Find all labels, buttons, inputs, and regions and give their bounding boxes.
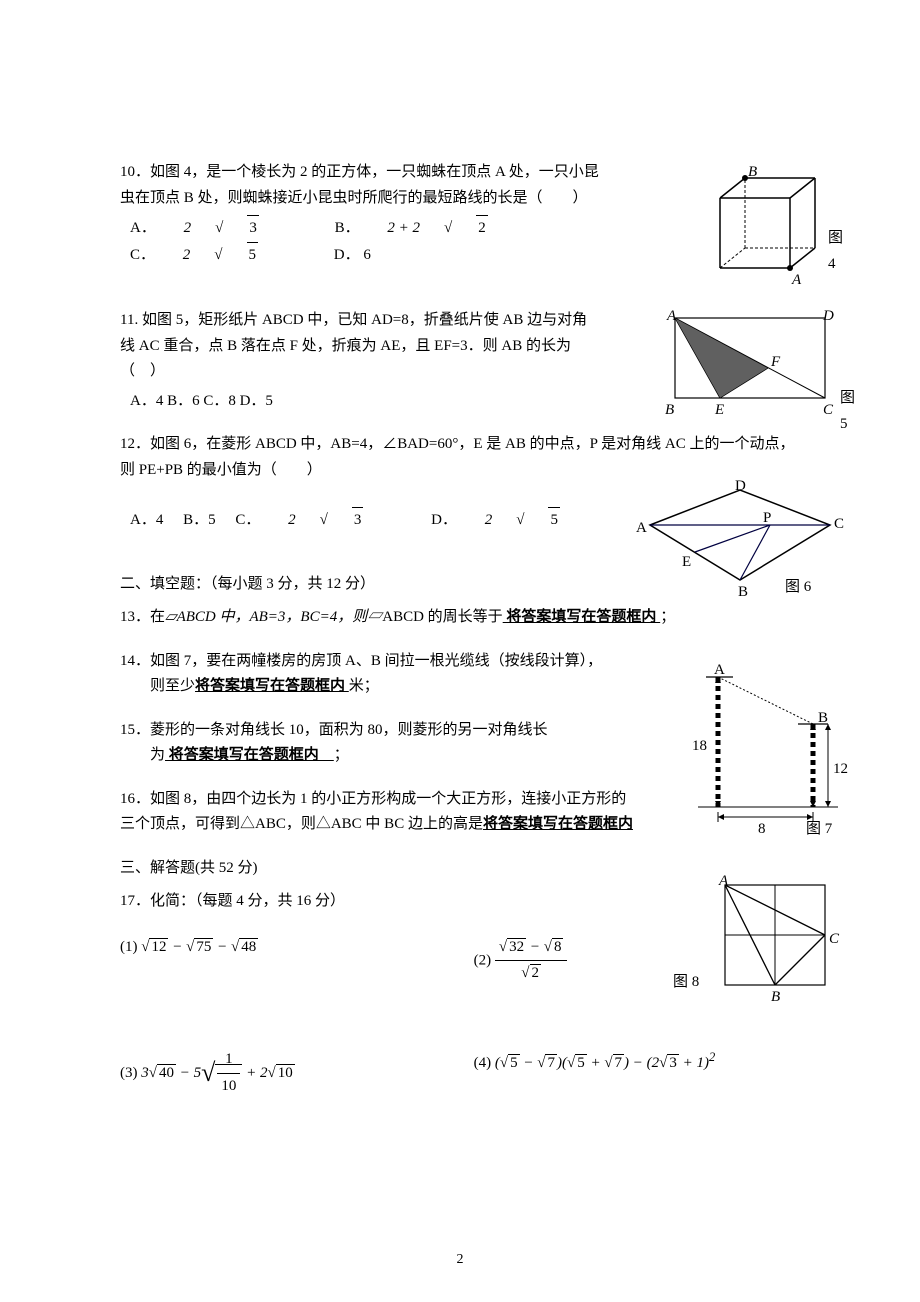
q10-option-c: C． 2√5 (130, 242, 306, 269)
q13-post: ABCD 的周长等于 (382, 609, 502, 625)
section-3-header: 三、解答题(共 52 分) (120, 856, 800, 882)
fig5-C: C (823, 398, 833, 424)
q12-text: 12．如图 6，在菱形 ABCD 中，AB=4，∠BAD=60°，E 是 AB … (120, 432, 800, 483)
fig8-C: C (829, 927, 839, 953)
fig7-A: A (714, 658, 725, 684)
fig6-label: 图 6 (785, 575, 811, 601)
q14-line2: 则至少将答案填写在答题框内 米； (150, 674, 640, 700)
q15-line2: 为 将答案填写在答题框内 ； (150, 743, 640, 769)
fig7-h1: 18 (692, 734, 707, 760)
fig5-F: F (771, 350, 780, 376)
q16-answer: 将答案填写在答题框内 (483, 816, 633, 832)
q14-line1: 14．如图 7，要在两幢楼房的房顶 A、B 间拉一根光缆线（按线段计算）， (120, 649, 640, 675)
q12-option-c: C． 2√3 (235, 507, 411, 534)
fig4-B: B (748, 160, 757, 186)
q10-option-a: A． 2√3 (130, 215, 307, 242)
figure-4: B A 图 4 (700, 168, 830, 288)
fig7-h2: 12 (833, 757, 848, 783)
question-13: 13．在▱ABCD 中，AB=3，BC=4，则▱ABCD 的周长等于 将答案填写… (120, 605, 800, 631)
rect-fold-icon (665, 308, 845, 418)
q12-option-a: A．4 (130, 508, 163, 534)
q13-answer: 将答案填写在答题框内 (503, 609, 661, 625)
q17-text: 17．化简：（每题 4 分，共 16 分） (120, 889, 800, 915)
fig6-E: E (682, 550, 691, 576)
q15-answer: 将答案填写在答题框内 (165, 747, 334, 763)
question-16: 16．如图 8，由四个边长为 1 的小正方形构成一个大正方形，连接小正方形的三个… (120, 787, 800, 838)
fig5-B: B (665, 398, 674, 424)
q17-problem-3: (3) 3√40 − 5√110 + 2√10 (120, 1047, 446, 1100)
q11-options: A．4 B．6 C．8 D．5 (130, 389, 600, 415)
fig4-A: A (792, 268, 801, 294)
fig6-D: D (735, 474, 746, 500)
figure-6: A B C D E P 图 6 (640, 480, 840, 600)
fig5-A: A (667, 304, 676, 330)
fig7-B: B (818, 706, 828, 732)
q13-pre: 13．在 (120, 609, 165, 625)
q15-line1: 15．菱形的一条对角线长 10，面积为 80，则菱形的另一对角线长 (120, 718, 640, 744)
q17-problem-4: (4) (√5 − √7)(√5 + √7) − (2√3 + 1)2 (474, 1047, 800, 1100)
q10-option-d: D． 6 (334, 243, 371, 269)
page-number: 2 (457, 1248, 464, 1272)
q13-mid: ABCD 中，AB=3，BC=4，则 (177, 609, 368, 625)
question-10: 10．如图 4，是一个棱长为 2 的正方体，一只蜘蛛在顶点 A 处，一只小昆虫在… (120, 160, 800, 268)
q10-options: A． 2√3 B． 2 + 2√2 C． 2√5 D． 6 (130, 215, 600, 268)
figure-5: A D B E C F 图 5 (665, 308, 845, 418)
q10-option-b: B． 2 + 2√2 (335, 215, 536, 242)
q14-answer: 将答案填写在答题框内 (195, 678, 349, 694)
fig7-label: 图 7 (806, 817, 832, 843)
fig6-A: A (636, 516, 647, 542)
q17-problem-2: (2) √32 − √8 √2 (474, 935, 800, 987)
fig5-label: 图 5 (840, 386, 855, 437)
fig4-label: 图 4 (828, 226, 843, 277)
q11-text: 11. 如图 5，矩形纸片 ABCD 中，已知 AD=8，折叠纸片使 AB 边与… (120, 308, 600, 385)
q17-problem-1: (1) √12 − √75 − √48 (120, 935, 446, 987)
question-17: 17．化简：（每题 4 分，共 16 分） (1) √12 − √75 − √4… (120, 889, 800, 1099)
q12-option-b: B．5 (183, 508, 216, 534)
q12-option-d: D． 2√5 (431, 507, 608, 534)
fig5-E: E (715, 398, 724, 424)
fig5-D: D (823, 304, 834, 330)
fig6-B: B (738, 580, 748, 606)
fig6-P: P (763, 506, 771, 532)
cube-icon (700, 168, 830, 288)
fig6-C: C (834, 512, 844, 538)
q10-text: 10．如图 4，是一个棱长为 2 的正方体，一只蜘蛛在顶点 A 处，一只小昆虫在… (120, 160, 600, 211)
